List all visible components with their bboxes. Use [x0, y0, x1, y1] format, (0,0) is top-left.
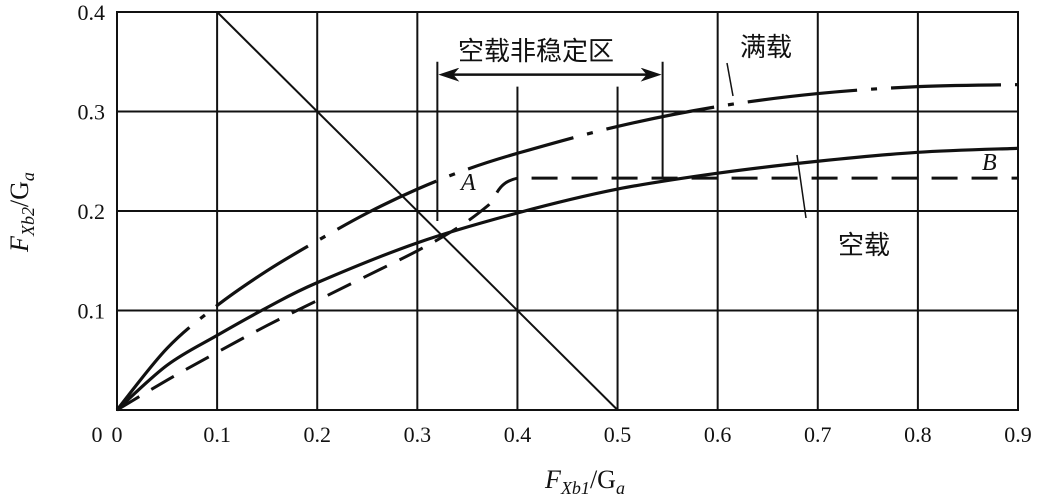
svg-text:FXb2/Ga: FXb2/Ga — [5, 172, 38, 253]
empty-load-leader — [796, 154, 807, 219]
point-b-label: B — [982, 150, 997, 176]
full-load-leader — [726, 62, 734, 97]
x-tick-label: 0.8 — [904, 422, 932, 447]
annotations: 空载非稳定区 满载 空载 A B — [436, 28, 997, 261]
y-tick-label: 0.1 — [78, 299, 106, 324]
x-tick-label: 0.9 — [1004, 422, 1032, 447]
svg-text:FXb1/Ga: FXb1/Ga — [544, 465, 625, 498]
series-line-solid — [115, 146, 1019, 412]
series-lines — [115, 11, 1019, 412]
grid — [116, 11, 1019, 411]
y-tick-label: 0.2 — [78, 199, 106, 224]
y-axis-label: FXb2/Ga — [5, 172, 38, 253]
full-load-label: 满载 — [740, 33, 792, 63]
x-axis-label: FXb1/Ga — [544, 465, 625, 498]
x-tick-label: 0.5 — [604, 422, 632, 447]
x-tick-label: 0.2 — [303, 422, 331, 447]
point-a-label: A — [459, 170, 476, 196]
y-tick-label: 0.3 — [78, 100, 106, 125]
series-line-diagonal — [216, 11, 619, 411]
arrowhead-right — [640, 67, 662, 82]
series-line-dashed — [116, 176, 1018, 412]
empty-load-label: 空载 — [838, 231, 890, 261]
x-tick-label: 0.6 — [704, 422, 732, 447]
tick-labels: 0 0.1 0.2 0.3 0.4 0.5 0.6 0.7 0.8 0.9 0.1 0.2 0.3 0.4… — [78, 0, 1032, 447]
x-tick-label: 0 — [112, 422, 123, 447]
origin-label: 0 — [92, 422, 103, 447]
region-label: 空载非稳定区 — [458, 37, 614, 67]
x-tick-label: 0.7 — [804, 422, 832, 447]
x-tick-label: 0.3 — [404, 422, 432, 447]
arrowhead-left — [438, 67, 460, 82]
y-tick-label: 0.4 — [78, 0, 106, 25]
x-tick-label: 0.4 — [504, 422, 532, 447]
series-line-dash-dot — [115, 83, 1019, 412]
x-tick-label: 0.1 — [203, 422, 231, 447]
